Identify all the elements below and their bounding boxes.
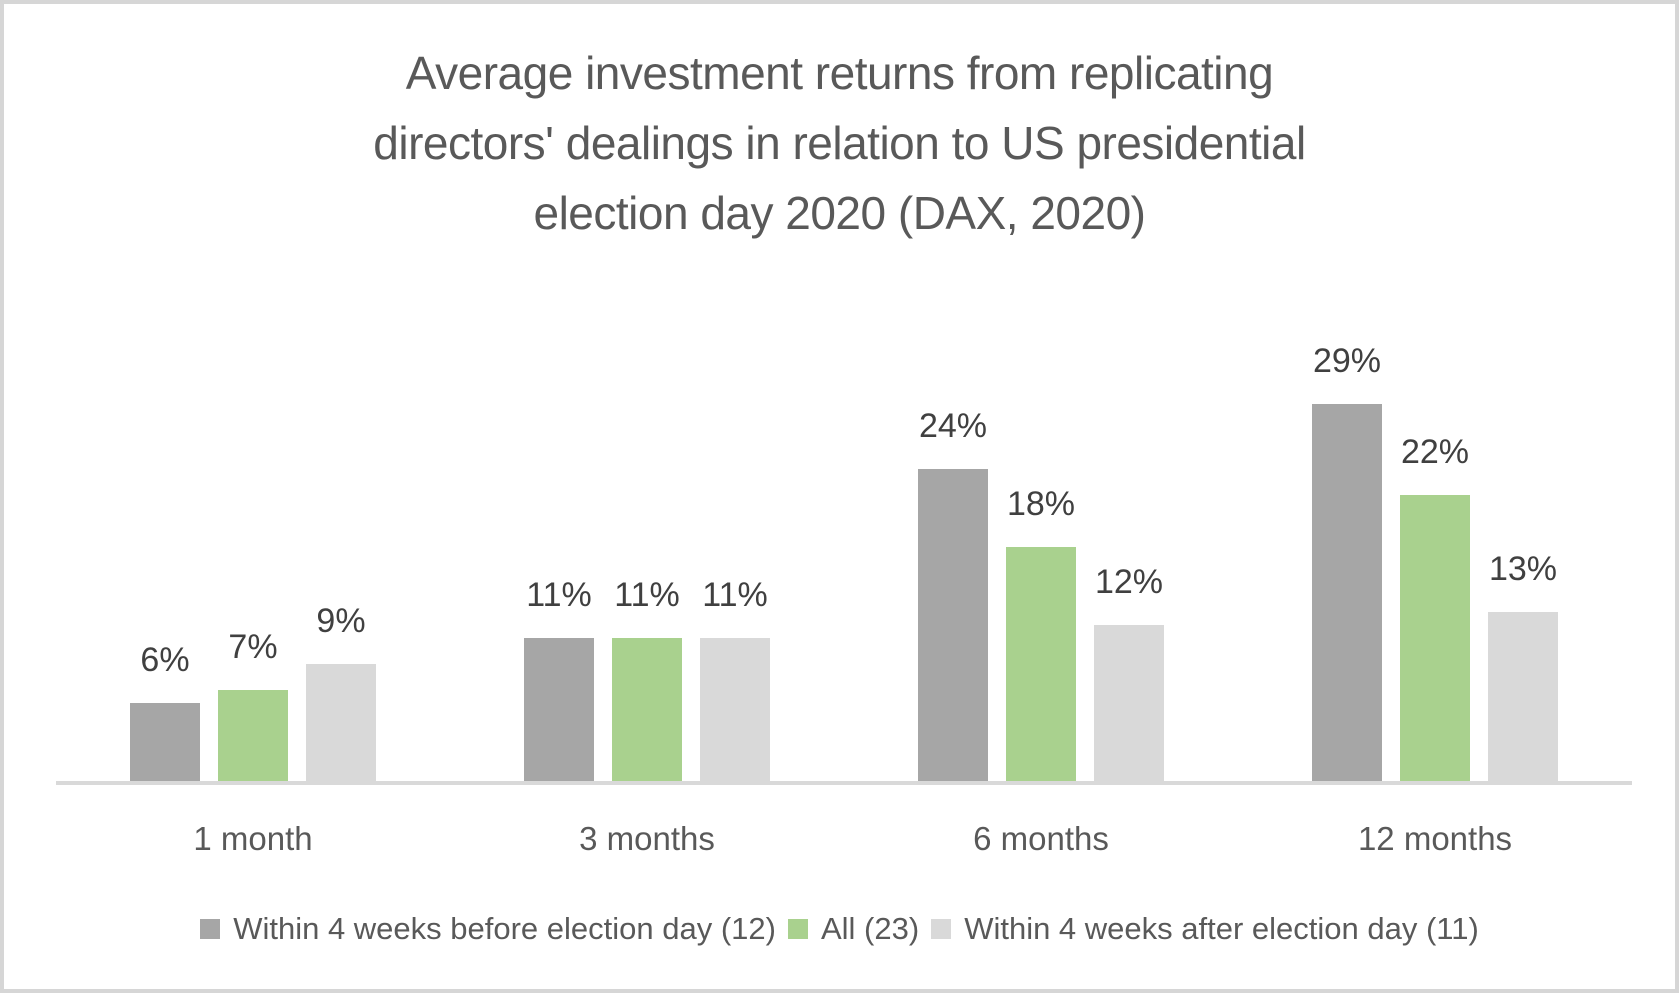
bar-value-label: 29% (1312, 342, 1382, 381)
bar-value-label: 22% (1400, 433, 1470, 472)
bar-group-12-months: 29% 22% 13% (1238, 292, 1632, 781)
bar-value-label: 11% (526, 576, 592, 615)
x-axis-labels: 1 month 3 months 6 months 12 months (56, 820, 1632, 864)
chart-title-line-3: election day 2020 (DAX, 2020) (533, 187, 1146, 239)
legend-item: Within 4 weeks before election day (12) (200, 911, 776, 947)
bar-value-label: 24% (918, 407, 988, 446)
legend-item: All (23) (787, 911, 920, 947)
bar-cell: 11% (700, 575, 770, 781)
bar-cell: 11% (524, 575, 594, 781)
x-axis-label: 12 months (1357, 820, 1513, 857)
legend-swatch-icon (931, 919, 952, 939)
bar-cell: 6% (130, 640, 200, 781)
bar-value-label: 9% (316, 602, 366, 641)
bar-value-label: 12% (1094, 563, 1164, 602)
bar-value-label: 11% (702, 576, 768, 615)
x-axis-label: 6 months (973, 820, 1109, 857)
bar-value-label: 11% (614, 576, 680, 615)
bar-series-2 (218, 690, 288, 781)
bar-series-1 (524, 638, 594, 781)
bar-cell: 11% (612, 575, 682, 781)
bar-group-1-month: 6% 7% 9% (56, 292, 450, 781)
legend-label: Within 4 weeks after election day (11) (964, 911, 1479, 946)
legend-swatch-icon (200, 919, 221, 939)
bar-cell: 7% (218, 627, 288, 781)
plot-area: 6% 7% 9% 11% 11% 11% 24% 18% 12% 29% 22% 13% (56, 292, 1632, 781)
bar-cell: 9% (306, 601, 376, 781)
legend: Within 4 weeks before election day (12) A… (4, 903, 1675, 955)
x-axis-label: 3 months (579, 820, 715, 857)
bar-series-3 (700, 638, 770, 781)
bar-group-6-months: 24% 18% 12% (844, 292, 1238, 781)
bar-series-1 (1312, 404, 1382, 781)
bar-cell: 22% (1400, 432, 1470, 781)
chart-title-line-1: Average investment returns from replicat… (405, 47, 1274, 99)
x-axis-line (56, 781, 1632, 785)
bar-cell: 12% (1094, 562, 1164, 781)
x-axis-label: 1 month (193, 820, 313, 857)
bar-group-3-months: 11% 11% 11% (450, 292, 844, 781)
bar-series-3 (1094, 625, 1164, 781)
bar-cell: 13% (1488, 549, 1558, 781)
bar-value-label: 7% (228, 628, 278, 667)
bar-series-2 (1006, 547, 1076, 781)
bar-value-label: 13% (1488, 550, 1558, 589)
legend-item: Within 4 weeks after election day (11) (931, 911, 1479, 947)
bar-cell: 29% (1312, 341, 1382, 781)
bar-series-1 (918, 469, 988, 781)
bar-series-3 (306, 664, 376, 781)
chart-title-line-2: directors' dealings in relation to US pr… (373, 117, 1306, 169)
bar-value-label: 18% (1006, 485, 1076, 524)
bar-value-label: 6% (140, 641, 190, 680)
bar-cell: 18% (1006, 484, 1076, 781)
legend-label: All (23) (820, 911, 920, 946)
legend-swatch-icon (787, 919, 808, 939)
legend-label: Within 4 weeks before election day (12) (233, 911, 776, 946)
bar-series-1 (130, 703, 200, 781)
bar-series-3 (1488, 612, 1558, 781)
bar-series-2 (612, 638, 682, 781)
chart-title: Average investment returns from replicat… (4, 38, 1675, 248)
bar-cell: 24% (918, 406, 988, 781)
bar-series-2 (1400, 495, 1470, 781)
